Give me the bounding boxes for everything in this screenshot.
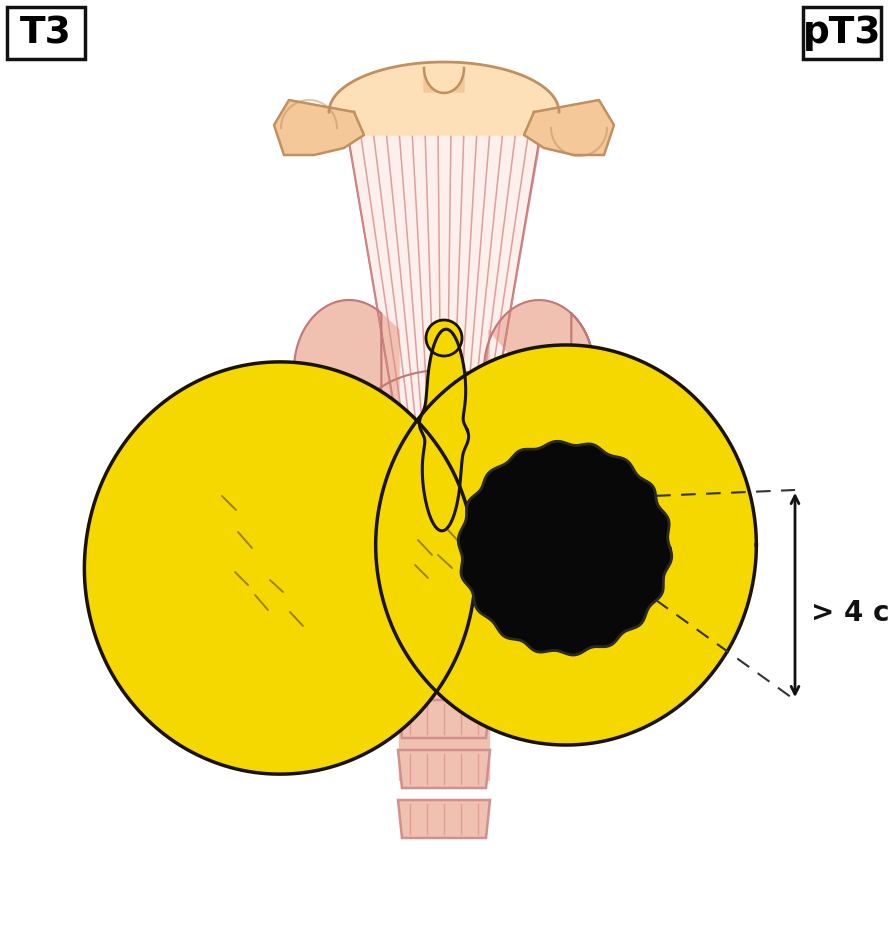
Polygon shape (84, 362, 476, 774)
Polygon shape (347, 130, 541, 430)
Polygon shape (274, 100, 364, 155)
Polygon shape (484, 300, 594, 440)
Polygon shape (376, 345, 757, 745)
Text: T3: T3 (20, 15, 72, 51)
Polygon shape (329, 62, 559, 135)
Text: > 4 cm: > 4 cm (811, 599, 888, 627)
Ellipse shape (354, 460, 534, 620)
Polygon shape (424, 68, 464, 93)
Polygon shape (419, 329, 469, 531)
Polygon shape (398, 700, 490, 738)
Text: pT3: pT3 (803, 15, 881, 51)
Polygon shape (524, 100, 614, 155)
Polygon shape (398, 800, 490, 838)
Polygon shape (392, 508, 496, 588)
Circle shape (426, 320, 462, 356)
FancyBboxPatch shape (803, 7, 881, 59)
Polygon shape (398, 750, 490, 788)
Polygon shape (458, 441, 671, 655)
Polygon shape (294, 300, 399, 440)
FancyBboxPatch shape (7, 7, 85, 59)
Polygon shape (399, 430, 489, 780)
